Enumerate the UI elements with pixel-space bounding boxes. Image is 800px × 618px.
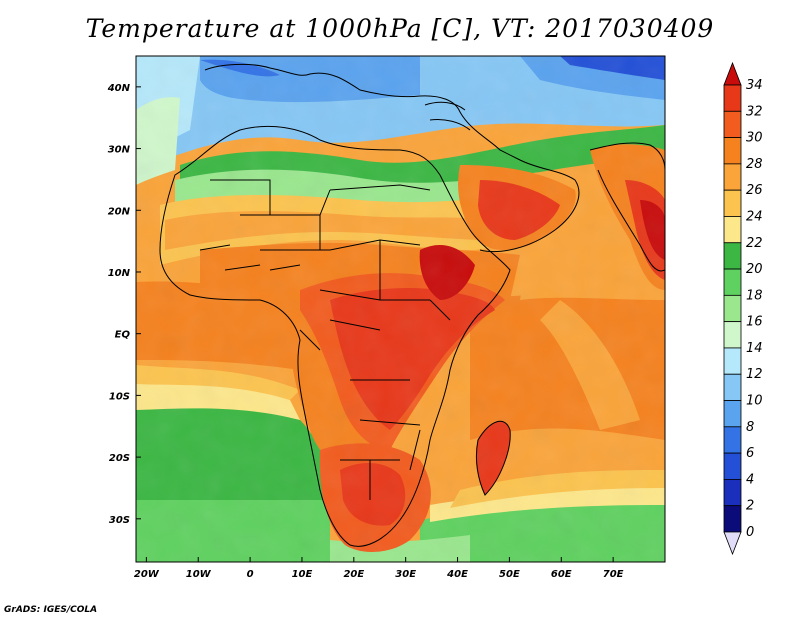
colorbar-swatch — [723, 294, 742, 323]
colorbar-swatch — [723, 242, 742, 270]
lon-tick-label: 70E — [603, 569, 624, 580]
colorbar-swatch — [723, 479, 742, 507]
colorbar-label: 4 — [746, 472, 754, 487]
colorbar-swatch — [723, 505, 742, 533]
plot-frame — [135, 55, 666, 563]
colorbar-label: 18 — [746, 288, 763, 303]
colorbar-label: 6 — [746, 446, 754, 461]
colorbar-min-arrow — [723, 531, 742, 556]
colorbar-swatch — [723, 452, 742, 480]
lon-tick-label: 20E — [343, 569, 364, 580]
colorbar-label: 26 — [746, 183, 763, 198]
lon-tick-label: 10W — [186, 569, 212, 580]
lon-tick-label: 20W — [134, 569, 160, 580]
colorbar-swatch — [723, 216, 742, 244]
colorbar-label: 0 — [746, 525, 754, 540]
colorbar-label: 16 — [746, 315, 763, 330]
colorbar-swatch — [723, 321, 742, 349]
colorbar-swatch — [723, 268, 742, 296]
lon-tick-label: 60E — [551, 569, 572, 580]
temperature-field — [136, 56, 665, 562]
grads-credit: GrADS: IGES/COLA — [4, 605, 98, 615]
colorbar-label: 12 — [746, 367, 763, 382]
colorbar-label: 34 — [746, 78, 763, 93]
colorbar-label: 32 — [746, 104, 763, 119]
coastline-outlines — [159, 63, 665, 547]
colorbar-label: 30 — [746, 131, 763, 146]
latitude-axis: 40N 30N 20N 10N EQ 10S 20S 30S — [107, 83, 141, 526]
colorbar-label: 28 — [746, 157, 763, 172]
lat-tick-label: 30S — [109, 515, 130, 526]
colorbar-label: 8 — [746, 420, 754, 435]
colorbar-label: 20 — [746, 262, 763, 277]
chart-title: Temperature at 1000hPa [C], VT: 20170304… — [85, 14, 715, 43]
lat-tick-label: 10N — [108, 268, 131, 279]
colorbar-swatch — [723, 137, 742, 165]
lon-tick-label: 30E — [395, 569, 416, 580]
lon-tick-label: 50E — [499, 569, 520, 580]
lon-tick-label: 10E — [292, 569, 313, 580]
lon-tick-label: 40E — [446, 569, 468, 580]
colorbar-swatch — [723, 163, 742, 191]
lat-tick-label: 10S — [109, 391, 130, 402]
colorbar-label: 14 — [746, 341, 763, 356]
colorbar-swatch — [723, 373, 742, 401]
colorbar-label: 22 — [746, 236, 763, 251]
colorbar-max-arrow — [723, 61, 742, 86]
lat-tick-label: 40N — [107, 83, 131, 94]
longitude-axis: 20W 10W 0 10E 20E 30E 40E 50E 60E 70E — [134, 557, 624, 580]
lat-tick-label: 20N — [108, 206, 131, 217]
lat-tick-label: 20S — [109, 453, 130, 464]
colorbar-label: 2 — [746, 499, 754, 514]
colorbar-swatch — [723, 426, 742, 454]
colorbar-label: 10 — [746, 394, 763, 409]
colorbar-swatch — [723, 189, 742, 217]
lat-tick-label: 30N — [108, 145, 131, 156]
lat-tick-label: EQ — [115, 330, 131, 341]
lon-tick-label: 0 — [247, 569, 254, 580]
colorbar-swatch — [723, 110, 742, 138]
colorbar-swatch — [723, 400, 742, 428]
colorbar-swatch — [723, 84, 742, 112]
colorbar-swatch — [723, 347, 742, 375]
colorbar-label: 24 — [746, 209, 763, 224]
